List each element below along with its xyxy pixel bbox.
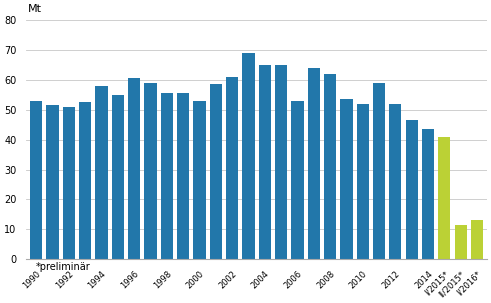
Bar: [406, 120, 418, 259]
Bar: [422, 129, 434, 259]
Text: *preliminär: *preliminär: [35, 262, 90, 272]
Bar: [161, 93, 173, 259]
Bar: [259, 65, 271, 259]
Bar: [226, 77, 238, 259]
Bar: [177, 93, 189, 259]
Bar: [193, 101, 206, 259]
Bar: [307, 68, 320, 259]
Bar: [95, 86, 108, 259]
Bar: [210, 84, 222, 259]
Bar: [79, 102, 91, 259]
Bar: [389, 104, 402, 259]
Bar: [30, 101, 42, 259]
Bar: [242, 53, 254, 259]
Bar: [324, 74, 336, 259]
Bar: [46, 105, 58, 259]
Bar: [340, 99, 353, 259]
Bar: [111, 95, 124, 259]
Bar: [455, 225, 467, 259]
Bar: [144, 83, 157, 259]
Bar: [373, 83, 385, 259]
Bar: [356, 104, 369, 259]
Text: Mt: Mt: [28, 4, 42, 14]
Bar: [128, 78, 140, 259]
Bar: [275, 65, 287, 259]
Bar: [63, 107, 75, 259]
Bar: [471, 221, 483, 259]
Bar: [291, 101, 303, 259]
Bar: [438, 137, 451, 259]
